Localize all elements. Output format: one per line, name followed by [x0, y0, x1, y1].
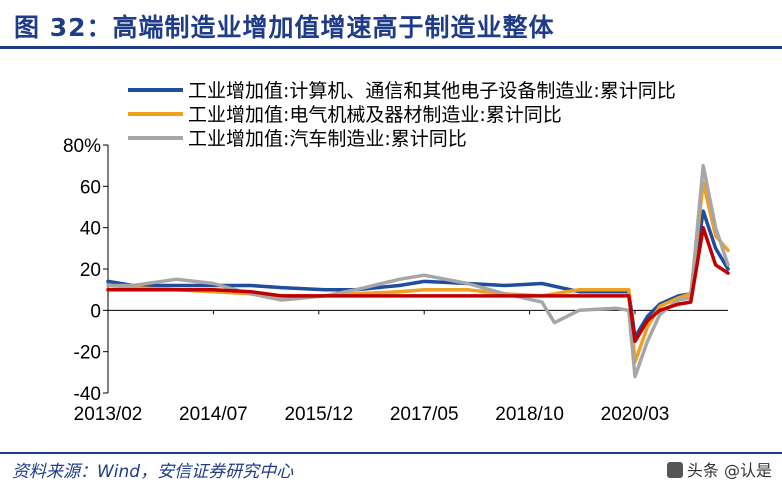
watermark-text: 头条 @认是: [686, 461, 772, 480]
title-bar: 图 32：高端制造业增加值增速高于制造业整体: [0, 0, 782, 50]
series-line: [106, 163, 730, 379]
x-tick-label: 2018/10: [495, 404, 564, 425]
legend-label: 工业增加值:汽车制造业:累计同比: [188, 128, 467, 150]
y-tick-label: 20: [80, 260, 101, 281]
y-tick-label: 60: [80, 177, 101, 198]
series-line: [106, 225, 730, 344]
footer-divider: [0, 452, 782, 454]
y-tick-label: 80%: [63, 136, 101, 157]
source-note: 资料来源：Wind，安信证券研究中心: [12, 462, 294, 482]
watermark: 头条 @认是: [666, 457, 772, 481]
x-tick-label: 2015/12: [284, 404, 353, 425]
watermark-logo-icon: [666, 462, 683, 478]
series-line: [106, 209, 730, 339]
y-tick-label: 40: [80, 219, 101, 240]
x-tick-label: 2017/05: [390, 404, 459, 425]
page-title: 图 32：高端制造业增加值增速高于制造业整体: [14, 13, 555, 42]
x-tick-label: 2014/07: [179, 404, 248, 425]
y-tick-label: -20: [74, 343, 101, 364]
y-tick-label: 0: [90, 301, 101, 322]
legend-label: 工业增加值:电气机械及器材制造业:累计同比: [188, 104, 562, 126]
legend-label: 工业增加值:计算机、通信和其他电子设备制造业:累计同比: [188, 80, 676, 102]
x-tick-label: 2013/02: [74, 404, 143, 425]
x-tick-label: 2020/03: [601, 404, 670, 425]
y-tick-label: -40: [74, 384, 101, 405]
title-divider: [0, 46, 782, 49]
line-chart: -40 -20 0 20 40 60 80% 2013/02 2014/07 2015/12 201…: [63, 80, 730, 425]
